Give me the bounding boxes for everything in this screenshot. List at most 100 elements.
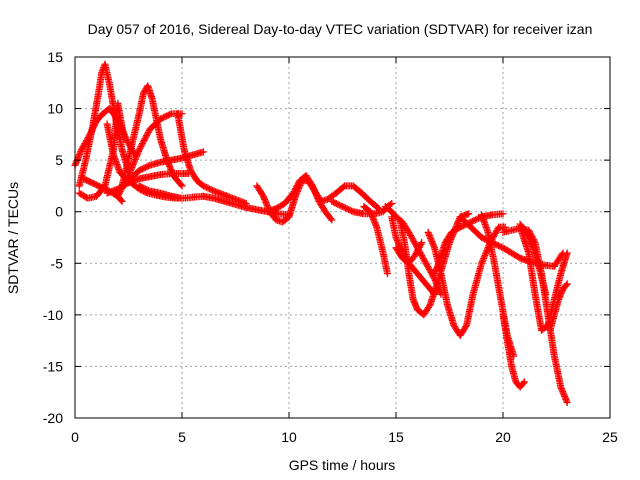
data-point-plus: [414, 246, 422, 254]
plot-frame: [74, 56, 611, 419]
data-point-plus: [207, 186, 215, 194]
data-point-plus: [137, 166, 145, 174]
data-point-plus: [412, 249, 420, 257]
data-point-plus: [481, 251, 489, 259]
data-point-plus: [416, 242, 424, 250]
data-point-plus: [140, 164, 148, 172]
data-point-plus: [138, 183, 146, 191]
data-point-plus: [563, 399, 571, 407]
data-point-plus: [135, 182, 143, 190]
data-point-plus: [414, 245, 422, 253]
data-point-plus: [135, 166, 143, 174]
data-point-plus: [473, 215, 481, 223]
data-point-plus: [117, 196, 125, 204]
data-point-plus: [340, 203, 348, 211]
data-point-plus: [199, 148, 207, 156]
data-point-plus: [411, 251, 419, 259]
data-point-plus: [202, 183, 210, 191]
data-point-plus: [520, 378, 528, 386]
grid-layer: [75, 57, 610, 418]
x-tick-label: 20: [495, 429, 511, 445]
data-point-plus: [258, 191, 266, 199]
data-point-plus: [143, 130, 151, 138]
data-point-plus: [346, 206, 354, 214]
data-point-plus: [417, 240, 425, 248]
data-point-plus: [335, 201, 343, 209]
data-point-plus: [132, 154, 140, 162]
data-point-plus: [137, 143, 145, 151]
data-point-plus: [563, 249, 571, 257]
data-point-plus: [345, 206, 353, 214]
data-point-plus: [425, 302, 433, 310]
data-point-plus: [458, 222, 466, 230]
data-point-plus: [131, 157, 139, 165]
series-arc-10: [174, 110, 250, 207]
data-point-plus: [454, 218, 462, 226]
data-point-plus: [138, 165, 146, 173]
data-point-plus: [130, 159, 138, 167]
data-point-plus: [342, 204, 350, 212]
data-layer: [71, 60, 571, 407]
data-point-plus: [415, 243, 423, 251]
data-point-plus: [482, 250, 490, 258]
y-tick-label: 10: [47, 101, 63, 117]
data-point-plus: [418, 239, 426, 247]
y-tick-label: -15: [43, 358, 63, 374]
data-point-plus: [496, 242, 504, 250]
data-point-plus: [129, 160, 137, 168]
data-point-plus: [542, 290, 550, 298]
series-arc-22: [424, 223, 509, 339]
data-point-plus: [478, 258, 486, 266]
x-tick-label: 10: [281, 429, 297, 445]
x-tick-label: 15: [388, 429, 404, 445]
data-point-plus: [328, 197, 336, 205]
series-arc-30: [516, 220, 550, 298]
data-point-plus: [177, 181, 185, 189]
data-point-plus: [332, 200, 340, 208]
series-arc-15: [285, 177, 383, 221]
data-point-plus: [337, 202, 345, 210]
data-point-plus: [328, 216, 336, 224]
series-arc-9: [103, 170, 192, 197]
x-tick-label: 5: [178, 429, 186, 445]
data-point-plus: [343, 205, 351, 213]
data-point-plus: [499, 210, 507, 218]
y-tick-label: -10: [43, 307, 63, 323]
data-point-plus: [480, 253, 488, 261]
data-point-plus: [140, 184, 148, 192]
data-point-plus: [493, 241, 501, 249]
y-tick-label: -20: [43, 410, 63, 426]
data-point-plus: [118, 197, 126, 205]
data-point-plus: [163, 112, 171, 120]
data-point-plus: [164, 111, 172, 119]
data-point-plus: [140, 136, 148, 144]
data-point-plus: [120, 136, 128, 144]
series-arc-11: [135, 182, 207, 202]
data-point-plus: [143, 186, 151, 194]
data-point-plus: [468, 217, 476, 225]
data-point-plus: [199, 182, 207, 190]
data-point-plus: [329, 198, 337, 206]
axis-layer: 0 5 10 15 20 25 -20 -15 -10 -5 0 5 10 15: [43, 49, 618, 445]
data-point-plus: [478, 259, 486, 267]
data-point-plus: [178, 182, 186, 190]
data-point-plus: [131, 155, 139, 163]
data-point-plus: [456, 223, 464, 231]
data-point-plus: [144, 162, 152, 170]
data-point-plus: [138, 139, 146, 147]
data-point-plus: [483, 247, 491, 255]
data-point-plus: [141, 185, 149, 193]
data-point-plus: [562, 281, 570, 289]
series-arc-29: [546, 280, 571, 334]
data-point-plus: [139, 138, 147, 146]
data-point-plus: [348, 207, 356, 215]
data-point-plus: [519, 379, 527, 387]
data-point-plus: [134, 149, 142, 157]
data-point-plus: [201, 183, 209, 191]
chart-title: Day 057 of 2016, Sidereal Day-to-day VTE…: [88, 21, 593, 37]
data-point-plus: [339, 203, 346, 211]
series-arc-17: [360, 203, 391, 278]
data-point-plus: [138, 141, 146, 149]
data-point-plus: [135, 147, 143, 155]
data-point-plus: [470, 217, 478, 225]
